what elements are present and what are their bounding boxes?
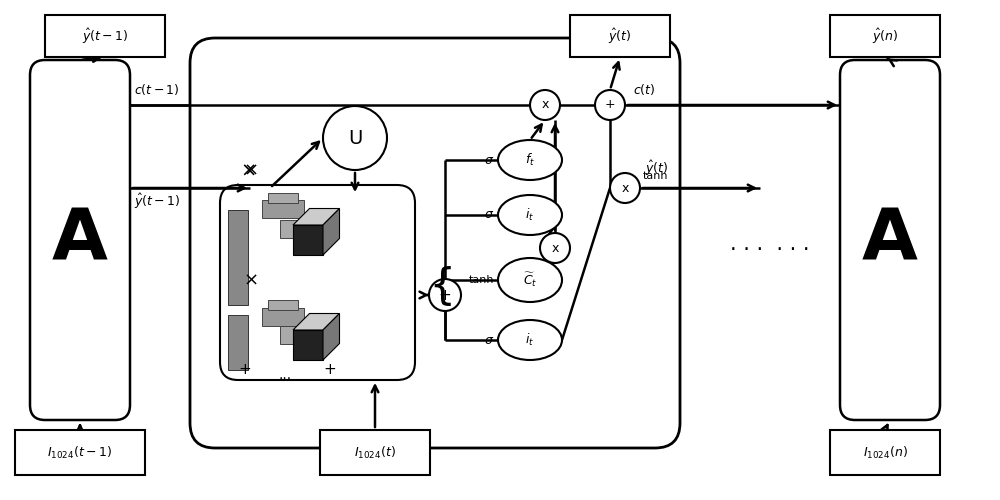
Text: $\sigma$: $\sigma$ [484,154,494,166]
FancyBboxPatch shape [220,185,415,380]
Text: $\widetilde{C}_t$: $\widetilde{C}_t$ [523,271,537,289]
Text: ...: ... [278,368,292,382]
Text: $\times$: $\times$ [243,271,257,289]
Bar [830,15,940,57]
Text: tanh: tanh [468,275,494,285]
Bar [570,15,670,57]
Text: $\hat{y}(t)$: $\hat{y}(t)$ [608,26,632,46]
Text: +: + [439,288,451,302]
Bar [228,210,248,305]
Bar [45,15,165,57]
Text: $\times$: $\times$ [243,161,257,179]
Text: }: } [419,262,446,304]
Text: $\hat{y}(t-1)$: $\hat{y}(t-1)$ [134,192,181,211]
Text: U: U [348,128,362,148]
Text: $i_t$: $i_t$ [525,207,535,223]
Text: $c(t-1)$: $c(t-1)$ [134,82,180,97]
Circle shape [540,233,570,263]
Polygon shape [323,314,340,360]
Text: $f_t$: $f_t$ [525,152,535,168]
Text: $+$: $+$ [238,362,252,378]
Ellipse shape [498,140,562,180]
Bar [228,315,248,370]
Text: x: x [541,98,549,112]
FancyBboxPatch shape [840,60,940,420]
Bar [280,326,322,344]
Bar [15,430,145,475]
Circle shape [530,90,560,120]
Polygon shape [323,208,340,255]
Text: $\sigma$: $\sigma$ [484,208,494,222]
Circle shape [610,173,640,203]
Text: +: + [605,98,615,112]
Text: $c(t)$: $c(t)$ [633,82,655,97]
Text: $I_{1024}(n)$: $I_{1024}(n)$ [863,444,907,460]
Text: $\hat{y}(t-1)$: $\hat{y}(t-1)$ [82,26,128,46]
Circle shape [595,90,625,120]
Text: tanh: tanh [643,171,668,181]
Text: $\hat{y}(t)$: $\hat{y}(t)$ [645,159,668,178]
Text: $I_{1024}(t-1)$: $I_{1024}(t-1)$ [47,444,113,460]
Text: $+$: $+$ [323,362,337,378]
Text: $\times$: $\times$ [240,160,256,180]
Text: A: A [862,206,918,274]
Bar [320,430,430,475]
Text: A: A [52,206,108,274]
Text: · · ·  · · ·: · · · · · · [730,240,810,260]
Circle shape [323,106,387,170]
Ellipse shape [498,320,562,360]
Bar [262,308,304,326]
Polygon shape [293,225,323,255]
Text: x: x [551,242,559,254]
Bar [830,430,940,475]
Text: $i_t$: $i_t$ [525,332,535,348]
Ellipse shape [498,258,562,302]
FancyBboxPatch shape [190,38,680,448]
Bar [280,220,322,238]
Text: $I_{1024}(t)$: $I_{1024}(t)$ [354,444,396,460]
Bar [268,300,298,310]
Text: $\sigma$: $\sigma$ [484,334,494,346]
Polygon shape [293,208,340,225]
Bar [268,193,298,203]
FancyBboxPatch shape [30,60,130,420]
Polygon shape [293,314,340,330]
Text: $\hat{y}(n)$: $\hat{y}(n)$ [872,26,898,46]
Ellipse shape [498,195,562,235]
Bar [262,200,304,218]
Text: x: x [621,182,629,194]
Circle shape [429,279,461,311]
Polygon shape [293,330,323,360]
